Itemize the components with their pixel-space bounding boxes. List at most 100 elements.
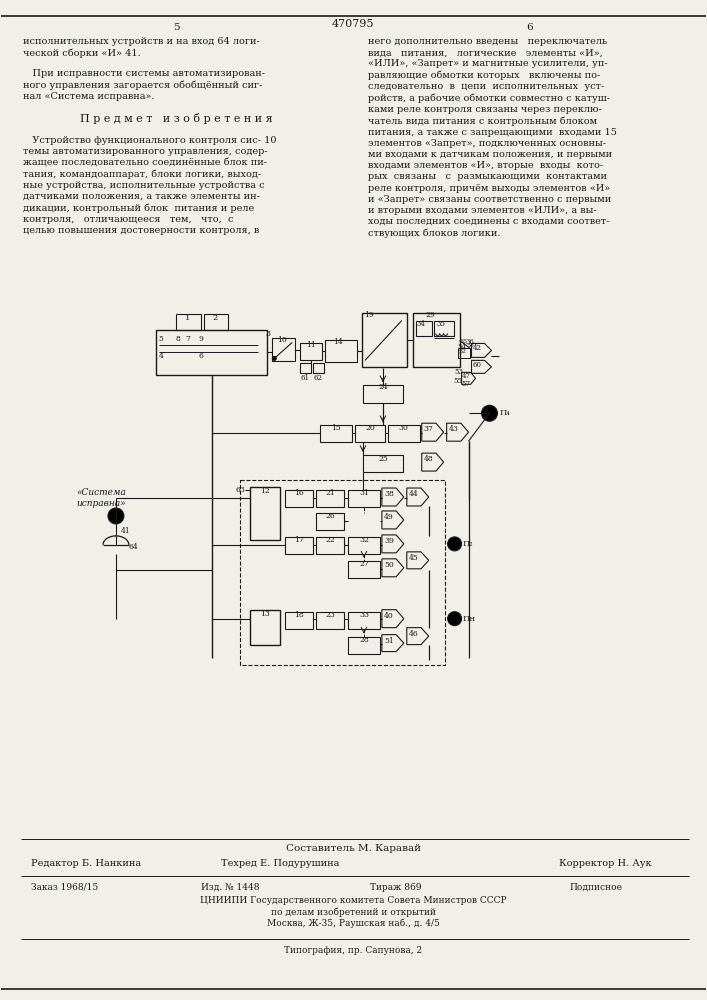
- Circle shape: [448, 612, 462, 626]
- Bar: [348, 637, 380, 654]
- Text: П₄: П₄: [499, 409, 510, 417]
- Bar: [348, 490, 380, 507]
- Text: 36: 36: [465, 338, 474, 346]
- Text: 29: 29: [426, 311, 436, 319]
- Circle shape: [108, 508, 124, 524]
- Text: 47: 47: [462, 372, 471, 380]
- Bar: [457, 348, 469, 358]
- Text: 45: 45: [409, 554, 419, 562]
- Text: 52: 52: [459, 349, 467, 354]
- Text: 12: 12: [260, 487, 270, 495]
- Text: исполнительных устройств и на вход 64 логи-
ческой сборки «И» 41.: исполнительных устройств и на вход 64 ло…: [23, 37, 260, 58]
- Text: 23: 23: [325, 611, 335, 619]
- Circle shape: [448, 537, 462, 551]
- Text: 15: 15: [331, 424, 341, 432]
- Text: П₂: П₂: [462, 540, 473, 548]
- Text: 49: 49: [384, 513, 394, 521]
- Text: него дополнительно введены   переключатель
вида   питания,   логические   элемен: него дополнительно введены переключатель…: [368, 37, 617, 238]
- Text: 63: 63: [235, 486, 245, 494]
- Text: 60: 60: [472, 361, 481, 369]
- Bar: [204, 314, 228, 330]
- Text: 9: 9: [199, 335, 204, 343]
- Text: 39: 39: [384, 537, 394, 545]
- Text: 64: 64: [129, 543, 139, 551]
- Text: 43: 43: [449, 425, 459, 433]
- Text: 21: 21: [325, 489, 335, 497]
- Text: Подписное: Подписное: [569, 883, 622, 892]
- Bar: [176, 314, 201, 330]
- Bar: [300, 343, 322, 360]
- Text: 8: 8: [176, 335, 180, 343]
- Bar: [388, 425, 420, 442]
- Bar: [313, 363, 324, 373]
- Text: 20: 20: [365, 424, 375, 432]
- Text: 50: 50: [384, 561, 394, 569]
- Text: 14: 14: [333, 338, 343, 346]
- Text: 35: 35: [436, 320, 445, 328]
- Text: 55: 55: [454, 377, 462, 385]
- Text: Техред Е. Подурушина: Техред Е. Подурушина: [221, 859, 339, 868]
- Text: 470795: 470795: [332, 19, 374, 29]
- Bar: [300, 363, 311, 373]
- Bar: [316, 513, 344, 530]
- Bar: [316, 490, 344, 507]
- Text: 32: 32: [359, 536, 369, 544]
- Text: 37: 37: [423, 425, 433, 433]
- Text: Тираж 869: Тираж 869: [370, 883, 421, 892]
- Bar: [316, 537, 344, 554]
- Text: 44: 44: [409, 490, 419, 498]
- Text: 30: 30: [399, 424, 409, 432]
- Bar: [413, 313, 460, 367]
- Text: 1: 1: [185, 314, 190, 322]
- Text: 57: 57: [462, 380, 471, 388]
- Text: 19: 19: [364, 311, 374, 319]
- Circle shape: [481, 405, 498, 421]
- Bar: [156, 330, 267, 375]
- Bar: [348, 612, 380, 629]
- Text: 61: 61: [300, 374, 309, 382]
- Text: 62: 62: [313, 374, 322, 382]
- Text: Корректор Н. Аук: Корректор Н. Аук: [559, 859, 652, 868]
- Text: 24: 24: [378, 383, 387, 391]
- Text: 17: 17: [294, 536, 304, 544]
- Bar: [285, 537, 313, 554]
- Text: Пн: Пн: [462, 615, 476, 623]
- Bar: [433, 320, 454, 336]
- Text: 5: 5: [159, 335, 163, 343]
- Bar: [348, 537, 380, 554]
- Text: 41: 41: [121, 527, 131, 535]
- Bar: [355, 425, 385, 442]
- Text: 48: 48: [423, 455, 433, 463]
- Text: 38: 38: [384, 490, 394, 498]
- Text: 10: 10: [277, 336, 287, 344]
- Circle shape: [272, 356, 276, 360]
- Bar: [316, 612, 344, 629]
- Text: 55: 55: [460, 339, 467, 344]
- Text: 5: 5: [173, 23, 180, 32]
- Bar: [325, 340, 357, 362]
- Text: «Система
исправна»: «Система исправна»: [76, 488, 126, 508]
- Text: 34: 34: [416, 320, 425, 328]
- Bar: [320, 425, 352, 442]
- Text: Изд. № 1448: Изд. № 1448: [201, 883, 259, 892]
- Bar: [285, 612, 313, 629]
- Text: 6: 6: [526, 23, 532, 32]
- Text: 31: 31: [359, 489, 369, 497]
- Text: Типография, пр. Сапунова, 2: Типография, пр. Сапунова, 2: [284, 946, 422, 955]
- Bar: [250, 610, 280, 645]
- Text: Редактор Б. Нанкина: Редактор Б. Нанкина: [31, 859, 141, 868]
- Bar: [285, 490, 313, 507]
- Text: 54: 54: [457, 343, 467, 351]
- Text: 46: 46: [409, 630, 419, 638]
- Text: 33: 33: [359, 611, 369, 619]
- Bar: [250, 487, 280, 540]
- Text: 22: 22: [325, 536, 335, 544]
- Text: Составитель М. Каравай: Составитель М. Каравай: [286, 844, 421, 853]
- Text: 58: 58: [467, 343, 474, 348]
- Bar: [362, 313, 407, 367]
- Text: 28: 28: [359, 636, 369, 644]
- Text: П р е д м е т   и з о б р е т е н и я: П р е д м е т и з о б р е т е н и я: [81, 113, 273, 124]
- Text: 13: 13: [260, 610, 270, 618]
- Text: 25: 25: [378, 455, 387, 463]
- Text: 27: 27: [359, 560, 369, 568]
